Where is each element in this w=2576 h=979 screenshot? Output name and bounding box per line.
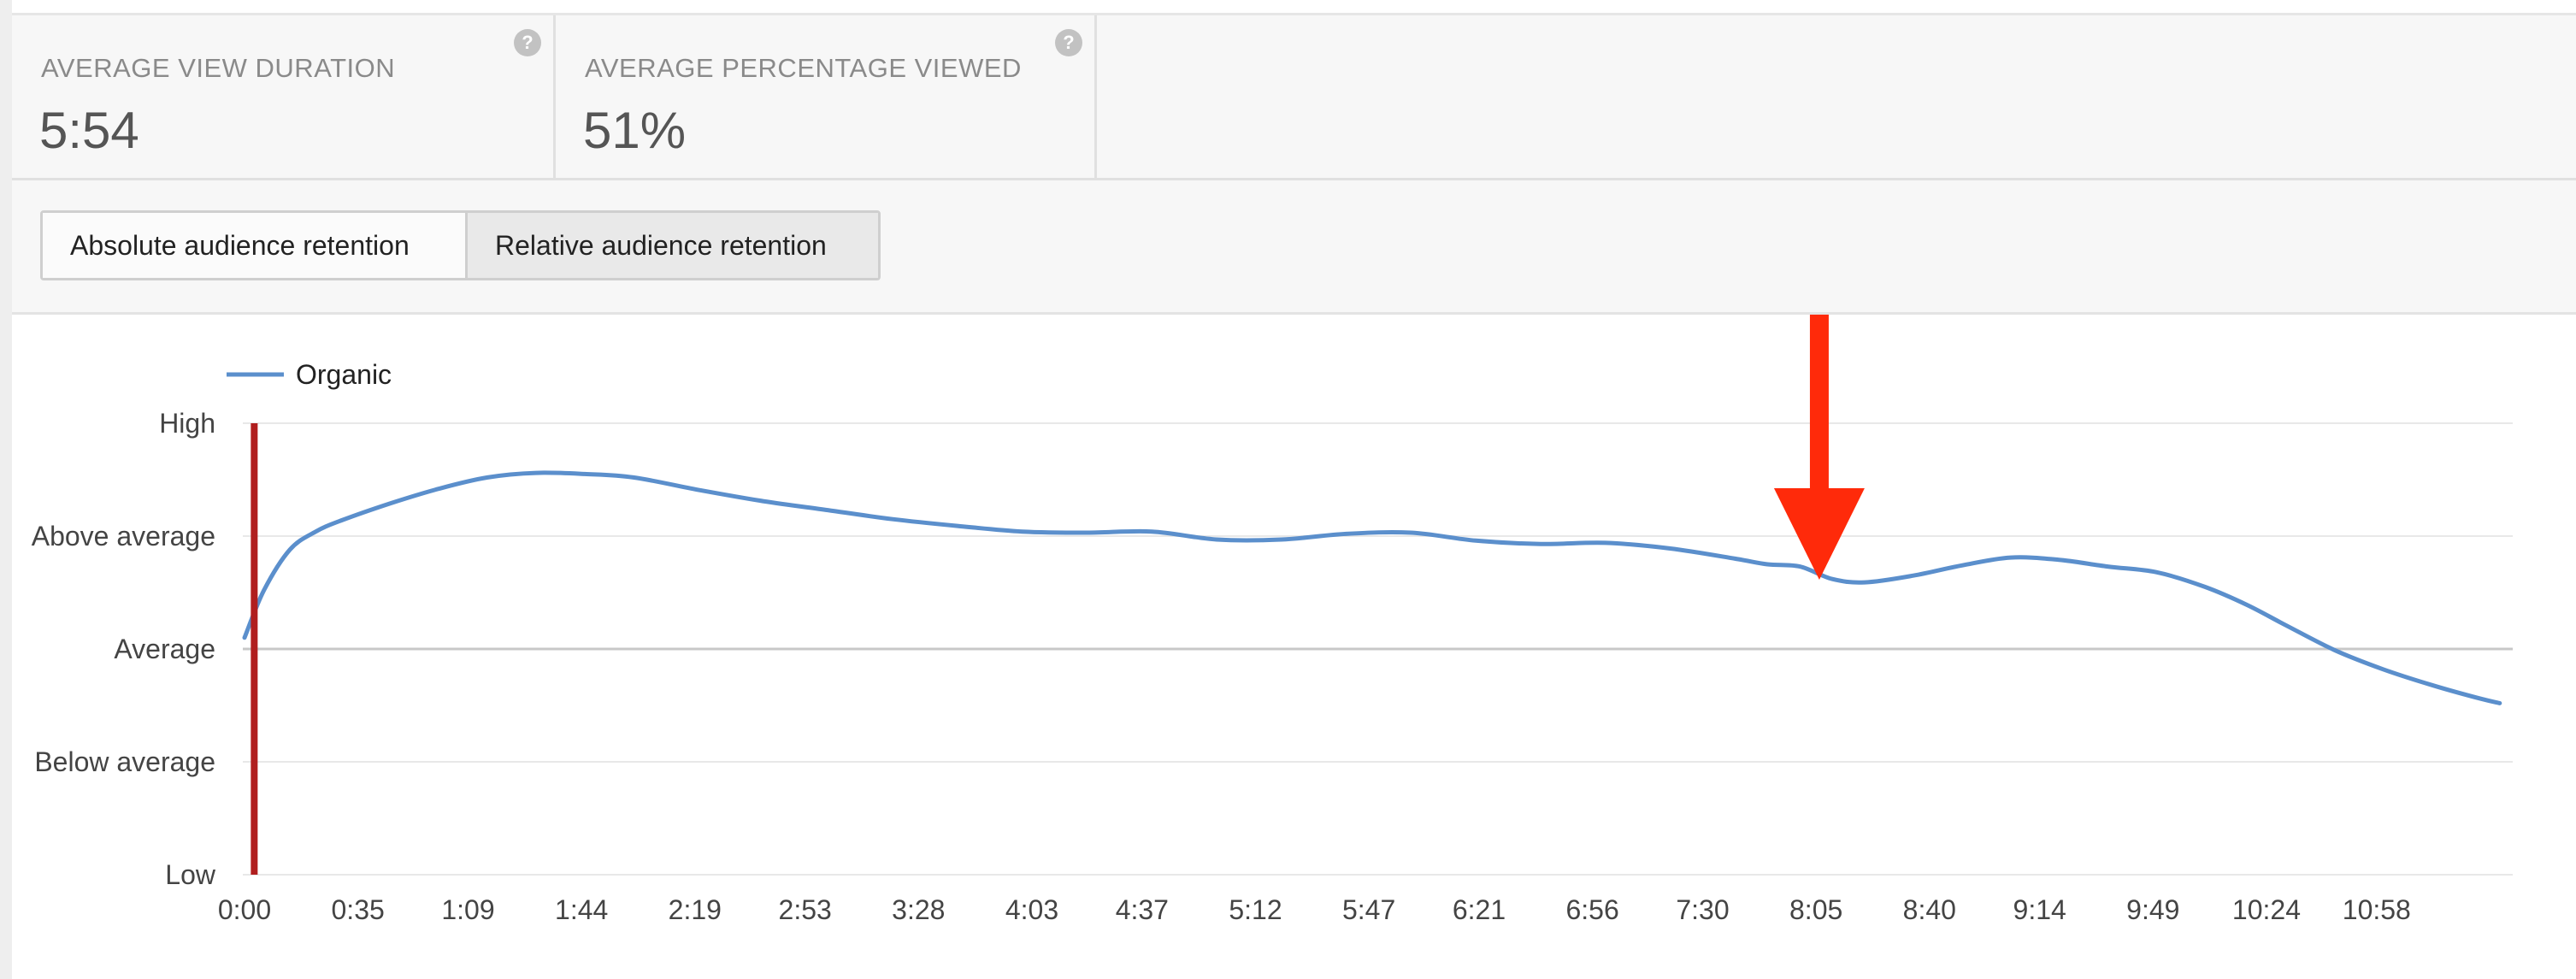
- x-tick-label: 4:03: [1005, 894, 1058, 925]
- y-tick-label: Average: [114, 634, 215, 664]
- retention-toggle-group: Absolute audience retention Relative aud…: [40, 210, 881, 280]
- x-tick-label: 4:37: [1116, 894, 1169, 925]
- x-tick-label: 2:53: [779, 894, 832, 925]
- y-axis-labels: Low Below average Average Above average High: [32, 408, 216, 890]
- retention-toggle-bar: Absolute audience retention Relative aud…: [12, 180, 2576, 315]
- series-layer: [242, 470, 2502, 705]
- x-tick-label: 0:00: [218, 894, 271, 925]
- metric-label: AVERAGE PERCENTAGE VIEWED: [585, 53, 1022, 83]
- arrow-shaft: [1809, 315, 1829, 490]
- absolute-retention-button[interactable]: Absolute audience retention: [43, 213, 468, 278]
- retention-chart: Low Below average Average Above average High…: [32, 315, 2513, 925]
- grid-layer: [243, 422, 2513, 876]
- down-arrow-icon: [1773, 488, 1865, 580]
- legend-label: Organic: [296, 359, 392, 390]
- x-tick-label: 9:49: [2126, 894, 2179, 925]
- metric-card-average-percentage-viewed: AVERAGE PERCENTAGE VIEWED 51% ?: [556, 15, 1097, 178]
- x-tick-label: 5:12: [1229, 894, 1282, 925]
- x-tick-label: 5:47: [1342, 894, 1395, 925]
- legend: Organic: [227, 359, 392, 390]
- metrics-bar: AVERAGE VIEW DURATION 5:54 ? AVERAGE PER…: [12, 13, 2576, 180]
- series-line-organic: [242, 470, 2502, 705]
- x-tick-label: 7:30: [1676, 894, 1729, 925]
- metric-value: 51%: [583, 102, 687, 159]
- left-edge-strip: [0, 0, 12, 979]
- y-tick-label: Above average: [32, 521, 215, 551]
- x-tick-label: 2:19: [669, 894, 722, 925]
- x-axis-labels: 0:00 0:35 1:09 1:44 2:19 2:53 3:28 4:03 4:37 5:12…: [218, 894, 2411, 925]
- y-tick-label: Low: [165, 859, 216, 890]
- x-tick-label: 6:21: [1453, 894, 1506, 925]
- annotation-layer: [251, 315, 1865, 875]
- x-tick-label: 8:05: [1789, 894, 1842, 925]
- relative-retention-button[interactable]: Relative audience retention: [468, 213, 878, 278]
- x-tick-label: 0:35: [332, 894, 385, 925]
- retention-chart-area: Low Below average Average Above average High…: [12, 315, 2576, 979]
- x-tick-label: 1:44: [555, 894, 608, 925]
- x-tick-label: 8:40: [1903, 894, 1956, 925]
- x-tick-label: 10:24: [2232, 894, 2301, 925]
- help-icon[interactable]: ?: [514, 29, 541, 56]
- x-tick-label: 10:58: [2343, 894, 2411, 925]
- x-tick-label: 9:14: [2013, 894, 2066, 925]
- x-tick-label: 6:56: [1565, 894, 1618, 925]
- y-tick-label: Below average: [34, 746, 215, 777]
- metric-card-average-view-duration: AVERAGE VIEW DURATION 5:54 ?: [12, 15, 556, 178]
- y-tick-label: High: [159, 408, 215, 439]
- metric-value: 5:54: [39, 102, 139, 159]
- help-icon[interactable]: ?: [1055, 29, 1082, 56]
- metric-label: AVERAGE VIEW DURATION: [41, 53, 396, 83]
- x-tick-label: 3:28: [892, 894, 945, 925]
- x-tick-label: 1:09: [441, 894, 494, 925]
